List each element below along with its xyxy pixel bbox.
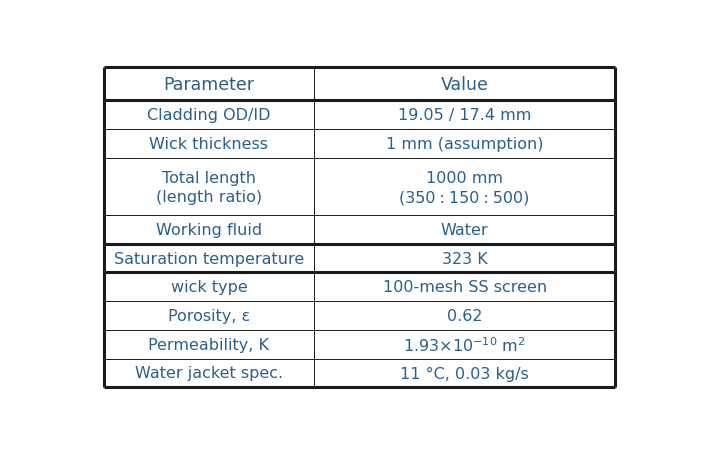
Bar bbox=[104, 216, 616, 244]
Text: Water: Water bbox=[441, 222, 489, 237]
Text: Working fluid: Working fluid bbox=[156, 222, 262, 237]
Text: Value: Value bbox=[441, 75, 489, 93]
Bar bbox=[104, 330, 616, 359]
Bar bbox=[104, 302, 616, 330]
Bar bbox=[104, 101, 616, 129]
Text: Porosity, ε: Porosity, ε bbox=[168, 308, 250, 323]
Text: (length ratio): (length ratio) bbox=[156, 190, 262, 205]
Text: 19.05 / 17.4 mm: 19.05 / 17.4 mm bbox=[398, 108, 531, 123]
Text: 100-mesh SS screen: 100-mesh SS screen bbox=[383, 280, 547, 295]
Text: 1.93$\times$10$^{-10}$ m$^{2}$: 1.93$\times$10$^{-10}$ m$^{2}$ bbox=[404, 335, 526, 354]
Bar bbox=[104, 158, 616, 216]
Bar bbox=[104, 359, 616, 387]
Text: 323 K: 323 K bbox=[442, 251, 487, 266]
Text: Water jacket spec.: Water jacket spec. bbox=[135, 366, 283, 381]
Text: Wick thickness: Wick thickness bbox=[150, 137, 268, 152]
Bar bbox=[104, 68, 616, 101]
Bar bbox=[104, 129, 616, 158]
Text: Cladding OD/ID: Cladding OD/ID bbox=[147, 108, 271, 123]
Text: Saturation temperature: Saturation temperature bbox=[114, 251, 304, 266]
Bar bbox=[104, 273, 616, 302]
Text: Parameter: Parameter bbox=[164, 75, 254, 93]
Text: (350 : 150 : 500): (350 : 150 : 500) bbox=[399, 190, 530, 205]
Text: Permeability, K: Permeability, K bbox=[148, 337, 270, 352]
Text: Total length: Total length bbox=[162, 170, 256, 185]
Text: 11 °C, 0.03 kg/s: 11 °C, 0.03 kg/s bbox=[400, 366, 529, 381]
Text: 1 mm (assumption): 1 mm (assumption) bbox=[386, 137, 543, 152]
Text: 1000 mm: 1000 mm bbox=[426, 170, 503, 185]
Text: 0.62: 0.62 bbox=[447, 308, 482, 323]
Bar bbox=[104, 244, 616, 273]
Text: wick type: wick type bbox=[171, 280, 247, 295]
